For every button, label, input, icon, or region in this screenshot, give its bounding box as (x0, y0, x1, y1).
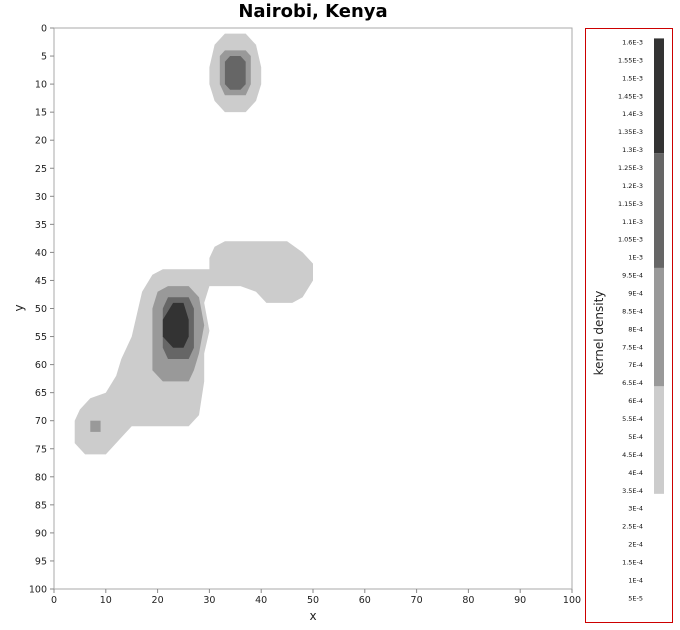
x-tick-label: 0 (51, 595, 57, 606)
y-tick-label: 10 (35, 80, 47, 91)
x-tick-label: 60 (359, 595, 371, 606)
y-tick-label: 0 (41, 24, 47, 35)
y-tick-label: 85 (35, 500, 47, 511)
x-tick-label: 40 (255, 595, 267, 606)
x-tick-label: 50 (307, 595, 319, 606)
y-tick-label: 45 (35, 276, 47, 287)
y-axis: 0 5 10 15 20 25 30 35 40 45 50 55 60 65 70 75 80 85 90 95 10… (29, 24, 54, 596)
y-tick-label: 60 (35, 360, 47, 371)
plot-frame (53, 27, 573, 590)
contour-level-2-region-3 (90, 420, 101, 432)
x-axis: 0 10 20 30 40 50 60 70 80 90 100 (51, 589, 581, 606)
chart-title: Nairobi, Kenya (238, 1, 388, 22)
y-tick-label: 35 (35, 220, 47, 231)
y-tick-label: 20 (35, 136, 47, 147)
x-tick-label: 20 (152, 595, 164, 606)
x-tick-label: 10 (100, 595, 112, 606)
colorbar-legend (585, 28, 673, 623)
contour-level-4-region-1 (162, 302, 189, 348)
y-tick-label: 65 (35, 388, 47, 399)
density-contours (74, 33, 313, 455)
y-tick-label: 5 (41, 52, 47, 63)
plot-area: 0 10 20 30 40 50 60 70 80 90 100 0 5 10 15 20 25 30 35 40 4… (29, 24, 581, 607)
colorbar-title: kernel density (592, 290, 606, 376)
y-tick-label: 15 (35, 108, 47, 119)
y-axis-label: y (12, 304, 26, 312)
y-tick-label: 30 (35, 192, 47, 203)
x-tick-label: 70 (411, 595, 423, 606)
x-tick-label: 80 (462, 595, 474, 606)
x-tick-label: 90 (514, 595, 526, 606)
y-tick-label: 55 (35, 332, 47, 343)
y-tick-label: 95 (35, 556, 47, 567)
y-tick-label: 40 (35, 248, 47, 259)
x-tick-label: 30 (203, 595, 215, 606)
y-tick-label: 90 (35, 528, 47, 539)
x-tick-label: 100 (563, 595, 581, 606)
x-axis-label: x (309, 609, 317, 623)
y-tick-label: 25 (35, 164, 47, 175)
y-tick-label: 50 (35, 304, 47, 315)
y-tick-label: 80 (35, 472, 47, 483)
y-tick-label: 75 (35, 444, 47, 455)
contour-level-3-region-1 (224, 56, 246, 90)
y-tick-label: 70 (35, 416, 47, 427)
y-tick-label: 100 (29, 585, 47, 596)
